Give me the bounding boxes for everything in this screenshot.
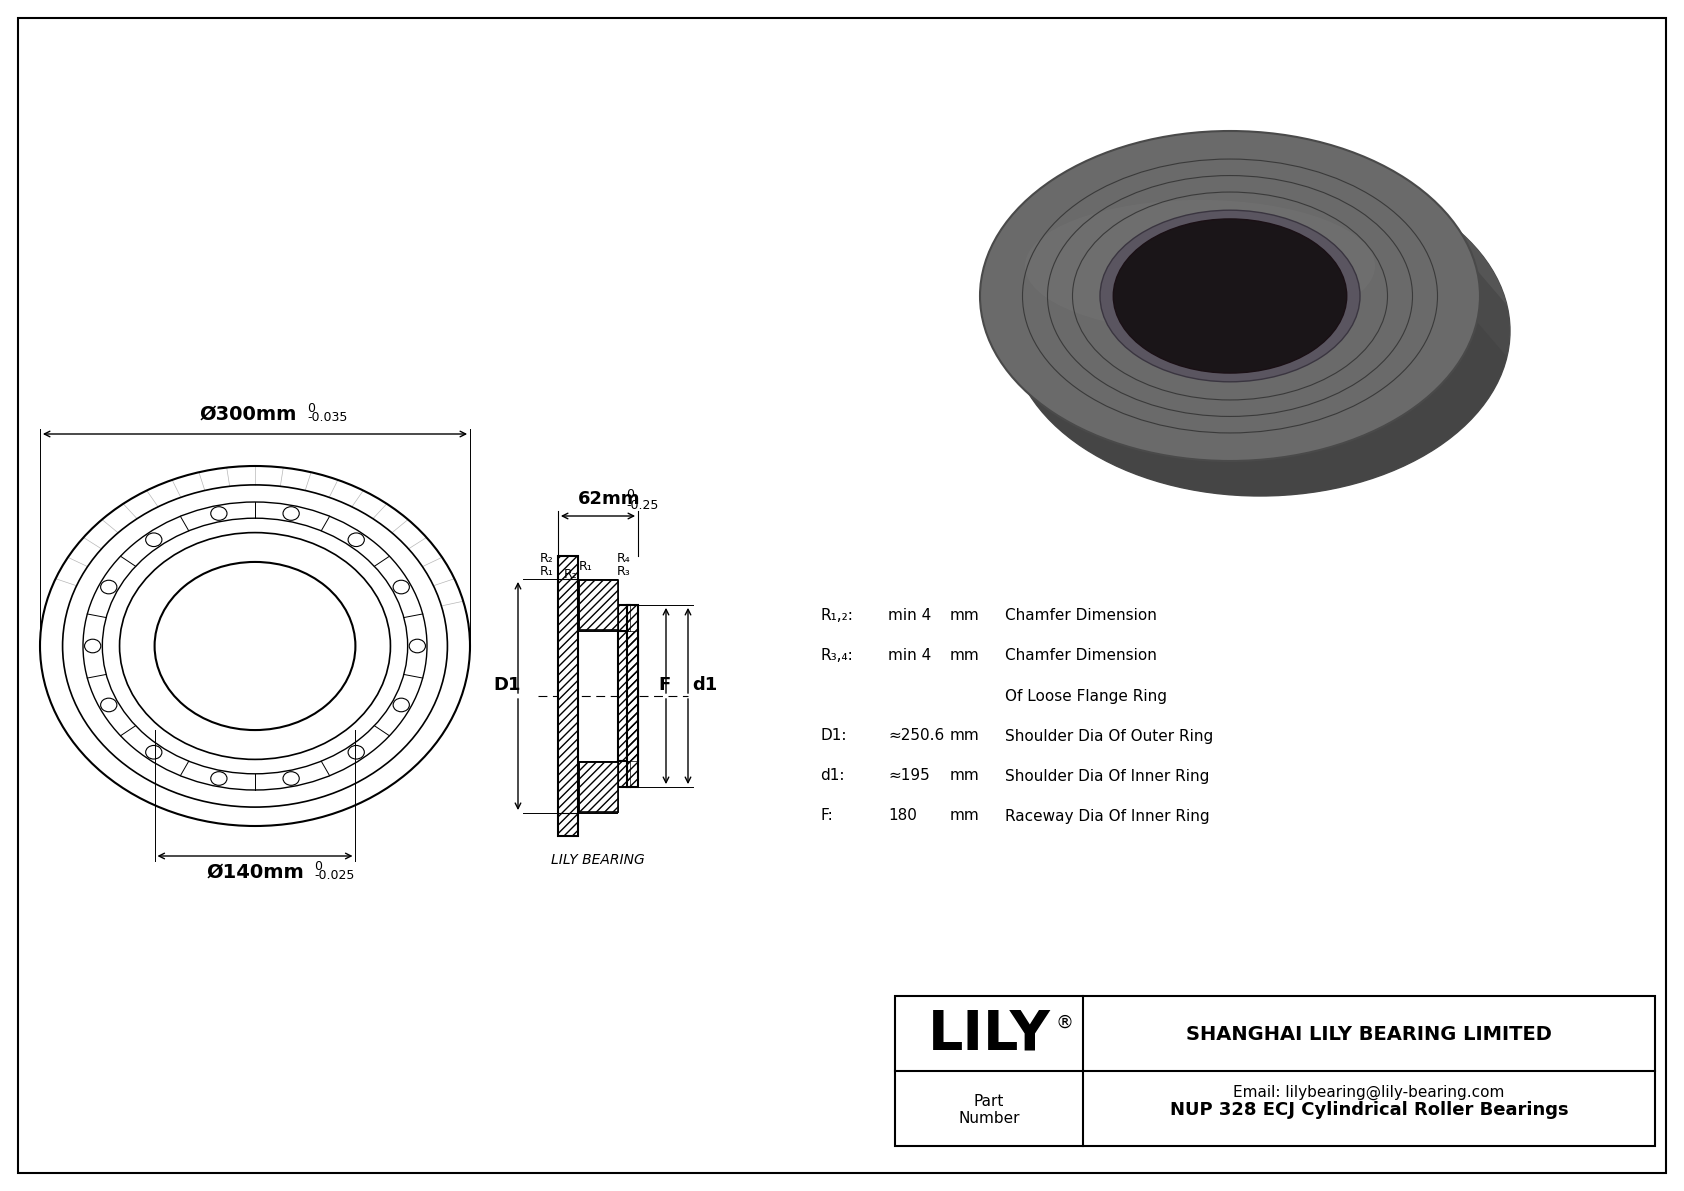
Bar xyxy=(579,762,618,812)
Text: Of Loose Flange Ring: Of Loose Flange Ring xyxy=(1005,688,1167,704)
Text: d1: d1 xyxy=(692,676,717,694)
Bar xyxy=(557,556,578,836)
Text: min 4: min 4 xyxy=(887,649,931,663)
Text: mm: mm xyxy=(950,809,980,823)
Bar xyxy=(618,631,638,761)
Bar xyxy=(579,580,618,630)
Polygon shape xyxy=(980,270,1507,495)
Text: Ø300mm: Ø300mm xyxy=(200,405,298,424)
Text: ≈250.6: ≈250.6 xyxy=(887,729,945,743)
Text: 0: 0 xyxy=(626,488,633,501)
Bar xyxy=(618,761,630,787)
Text: Chamfer Dimension: Chamfer Dimension xyxy=(1005,649,1157,663)
Text: -0.035: -0.035 xyxy=(306,411,347,424)
Text: 0: 0 xyxy=(306,403,315,414)
Text: mm: mm xyxy=(950,729,980,743)
Bar xyxy=(894,996,1655,1146)
Text: mm: mm xyxy=(950,649,980,663)
Text: -0.025: -0.025 xyxy=(313,869,354,883)
Text: R₄: R₄ xyxy=(616,553,632,565)
Ellipse shape xyxy=(980,131,1480,461)
Text: 0: 0 xyxy=(313,860,322,873)
Text: Email: lilybearing@lily-bearing.com: Email: lilybearing@lily-bearing.com xyxy=(1233,1084,1505,1099)
Bar xyxy=(618,761,630,787)
Text: R₁,₂:: R₁,₂: xyxy=(820,609,852,624)
Text: d1:: d1: xyxy=(820,768,844,784)
Text: SHANGHAI LILY BEARING LIMITED: SHANGHAI LILY BEARING LIMITED xyxy=(1186,1025,1553,1045)
Text: NUP 328 ECJ Cylindrical Roller Bearings: NUP 328 ECJ Cylindrical Roller Bearings xyxy=(1170,1100,1568,1120)
Text: R₃: R₃ xyxy=(616,565,632,578)
Text: Chamfer Dimension: Chamfer Dimension xyxy=(1005,609,1157,624)
Text: Shoulder Dia Of Outer Ring: Shoulder Dia Of Outer Ring xyxy=(1005,729,1212,743)
Text: R₁: R₁ xyxy=(541,565,554,578)
Text: R₃,₄:: R₃,₄: xyxy=(820,649,852,663)
Text: mm: mm xyxy=(950,768,980,784)
Text: D1: D1 xyxy=(493,676,520,694)
Text: R₂: R₂ xyxy=(541,553,554,565)
Text: LILY: LILY xyxy=(928,1008,1051,1062)
Bar xyxy=(618,605,630,631)
Text: 180: 180 xyxy=(887,809,916,823)
Ellipse shape xyxy=(1113,219,1347,373)
Bar xyxy=(557,556,578,836)
Ellipse shape xyxy=(1100,210,1361,382)
Text: Ø140mm: Ø140mm xyxy=(207,863,305,883)
Text: mm: mm xyxy=(950,609,980,624)
Bar xyxy=(618,631,638,761)
Text: ®: ® xyxy=(1054,1014,1073,1031)
Text: Raceway Dia Of Inner Ring: Raceway Dia Of Inner Ring xyxy=(1005,809,1209,823)
Text: Shoulder Dia Of Inner Ring: Shoulder Dia Of Inner Ring xyxy=(1005,768,1209,784)
Text: 62mm: 62mm xyxy=(578,490,640,509)
Text: ≈195: ≈195 xyxy=(887,768,930,784)
Bar xyxy=(618,605,630,631)
Text: R₂: R₂ xyxy=(564,568,578,581)
Text: F:: F: xyxy=(820,809,834,823)
Ellipse shape xyxy=(1010,166,1511,495)
Polygon shape xyxy=(983,131,1507,305)
Bar xyxy=(626,605,638,787)
Ellipse shape xyxy=(1113,219,1347,373)
Text: Part
Number: Part Number xyxy=(958,1093,1021,1127)
Bar xyxy=(579,580,618,630)
Ellipse shape xyxy=(1026,200,1376,332)
Text: min 4: min 4 xyxy=(887,609,931,624)
Text: R₁: R₁ xyxy=(579,560,593,573)
Bar xyxy=(626,605,638,787)
Text: D1:: D1: xyxy=(820,729,847,743)
Text: F: F xyxy=(658,676,670,694)
Bar xyxy=(579,762,618,812)
Text: LILY BEARING: LILY BEARING xyxy=(551,853,645,867)
Text: -0.25: -0.25 xyxy=(626,499,658,512)
